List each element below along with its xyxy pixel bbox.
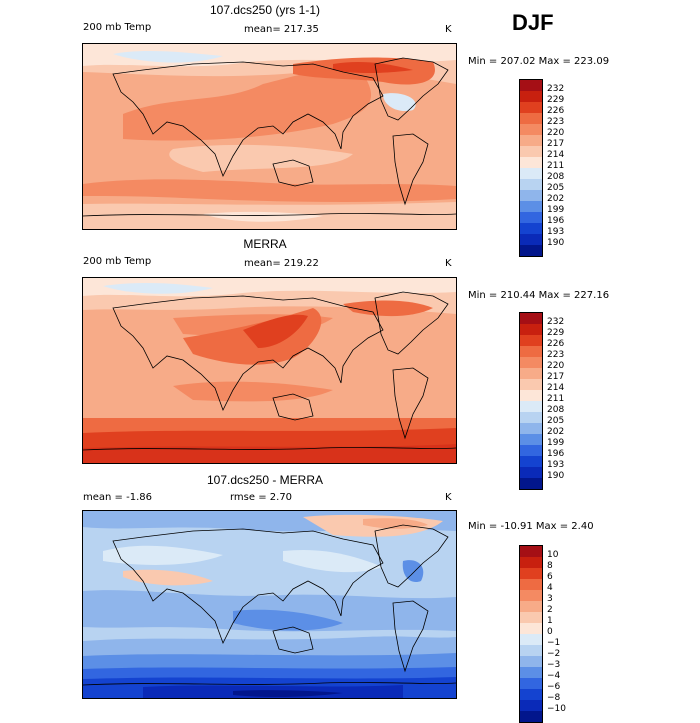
colorbar-tick-label: 196 <box>547 449 565 459</box>
colorbar-tick-label: 10 <box>547 550 559 560</box>
colorbar-tick-label: 0 <box>547 627 553 637</box>
colorbar-tick-label: −8 <box>547 693 561 703</box>
colorbar-tick-label: 1 <box>547 616 553 626</box>
panel-1-colorbar <box>519 79 543 257</box>
panel-1-units: K <box>445 24 452 35</box>
colorbar-tick-label: 214 <box>547 150 565 160</box>
colorbar-tick-label: 223 <box>547 117 565 127</box>
colorbar-tick-label: −4 <box>547 671 561 681</box>
colorbar-tick-label: 202 <box>547 194 565 204</box>
colorbar-tick-label: 199 <box>547 438 565 448</box>
colorbar-tick-label: 193 <box>547 460 565 470</box>
colorbar-tick-label: 229 <box>547 328 565 338</box>
colorbar-tick-label: 6 <box>547 572 553 582</box>
panel-1-title: 107.dcs250 (yrs 1-1) <box>209 3 321 17</box>
panel-1-map <box>82 43 457 230</box>
colorbar-tick-label: 193 <box>547 227 565 237</box>
colorbar-tick-label: 226 <box>547 106 565 116</box>
panel-3-mean: mean = -1.86 <box>83 492 152 503</box>
colorbar-tick-label: 232 <box>547 84 565 94</box>
panel-3-map <box>82 510 457 699</box>
colorbar-tick-label: 211 <box>547 161 565 171</box>
colorbar-tick-label: 190 <box>547 238 565 248</box>
colorbar-tick-label: 223 <box>547 350 565 360</box>
panel-2-range: Min = 210.44 Max = 227.16 <box>468 290 610 301</box>
colorbar-tick-label: 2 <box>547 605 553 615</box>
panel-2-mean: mean= 219.22 <box>244 258 319 269</box>
panel-2-colorbar <box>519 312 543 490</box>
panel-3-colorbar <box>519 545 543 723</box>
colorbar-tick-label: 208 <box>547 405 565 415</box>
colorbar-tick-label: −1 <box>547 638 561 648</box>
panel-2-units: K <box>445 258 452 269</box>
colorbar-tick-label: −2 <box>547 649 561 659</box>
colorbar-tick-label: 205 <box>547 183 565 193</box>
panel-3-title: 107.dcs250 - MERRA <box>206 473 324 487</box>
colorbar-tick-label: 217 <box>547 372 565 382</box>
season-label: DJF <box>512 10 554 35</box>
colorbar-tick-label: 190 <box>547 471 565 481</box>
panel-2-field-label: 200 mb Temp <box>83 256 152 267</box>
colorbar-tick-label: 220 <box>547 361 565 371</box>
colorbar-tick-label: 226 <box>547 339 565 349</box>
colorbar-tick-label: 214 <box>547 383 565 393</box>
colorbar-tick-label: 232 <box>547 317 565 327</box>
panel-1-range: Min = 207.02 Max = 223.09 <box>468 56 610 67</box>
colorbar-tick-label: −10 <box>547 704 566 714</box>
colorbar-tick-label: 217 <box>547 139 565 149</box>
colorbar-tick-label: 229 <box>547 95 565 105</box>
colorbar-tick-label: 199 <box>547 205 565 215</box>
colorbar-tick-label: −3 <box>547 660 561 670</box>
panel-2-title: MERRA <box>243 237 287 251</box>
colorbar-tick-label: 196 <box>547 216 565 226</box>
colorbar-tick-label: 8 <box>547 561 553 571</box>
panel-2-map <box>82 277 457 464</box>
colorbar-tick-label: −6 <box>547 682 561 692</box>
colorbar-tick-label: 208 <box>547 172 565 182</box>
panel-1-field-label: 200 mb Temp <box>83 22 152 33</box>
panel-1-mean: mean= 217.35 <box>244 24 319 35</box>
colorbar-tick-label: 202 <box>547 427 565 437</box>
colorbar-tick-label: 205 <box>547 416 565 426</box>
panel-3-rmse: rmse = 2.70 <box>230 492 293 503</box>
colorbar-tick-label: 3 <box>547 594 553 604</box>
colorbar-tick-label: 211 <box>547 394 565 404</box>
panel-3-range: Min = -10.91 Max = 2.40 <box>468 521 594 532</box>
colorbar-tick-label: 220 <box>547 128 565 138</box>
colorbar-tick-label: 4 <box>547 583 553 593</box>
panel-3-units: K <box>445 492 452 503</box>
